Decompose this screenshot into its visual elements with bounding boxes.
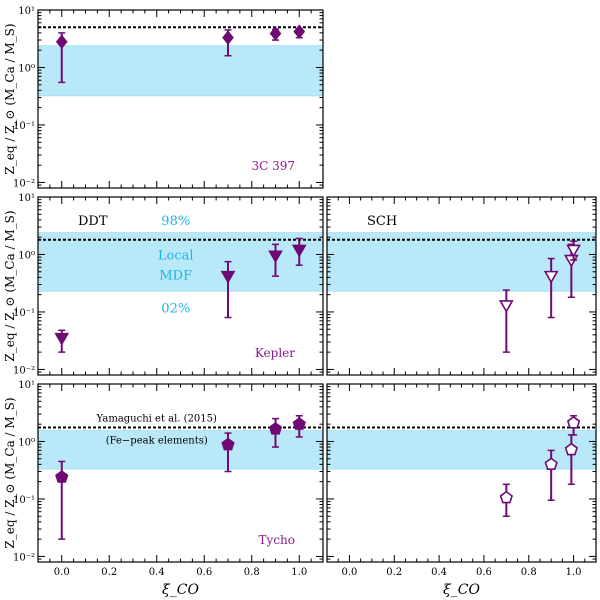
y-tick-label: 10⁻¹ xyxy=(13,495,35,506)
x-axis-label: ξ_CO xyxy=(162,582,199,598)
data-point xyxy=(269,26,282,41)
y-tick-label: 10⁰ xyxy=(18,250,35,261)
annotation: 98% xyxy=(161,214,190,229)
data-point xyxy=(55,34,68,50)
data-point xyxy=(268,421,283,435)
annotation: Yamaguchi et al. (2015) xyxy=(96,414,217,425)
y-tick-label: 10⁻² xyxy=(13,552,35,563)
data-point xyxy=(55,470,69,483)
y-tick-label: 10⁻¹ xyxy=(13,121,35,132)
y-tick-label: 10¹ xyxy=(18,6,35,17)
annotation: MDF xyxy=(159,268,192,283)
panel-kepler-sch: SCH xyxy=(326,196,597,376)
data-point xyxy=(268,250,283,264)
data-point xyxy=(498,300,514,314)
annotation: DDT xyxy=(78,214,108,229)
plot-frame xyxy=(326,383,597,563)
data-point xyxy=(54,332,70,346)
y-tick-label: 10⁰ xyxy=(18,63,35,74)
annotation: 02% xyxy=(161,301,190,316)
annotation: (Fe−peak elements) xyxy=(106,436,208,447)
data-point xyxy=(499,490,513,504)
y-tick-label: 10¹ xyxy=(18,193,35,204)
x-tick-label: 0.6 xyxy=(196,567,212,578)
x-tick-label: 1.0 xyxy=(566,567,582,578)
x-tick-label: 0.8 xyxy=(521,567,537,578)
annotation: SCH xyxy=(367,214,397,229)
x-axis-label: ξ_CO xyxy=(443,582,480,598)
data-point xyxy=(564,442,578,456)
x-tick-label: 0.2 xyxy=(101,567,117,578)
band-region xyxy=(327,232,596,292)
y-tick-label: 10¹ xyxy=(18,380,35,391)
y-tick-label: 10⁻² xyxy=(13,365,35,376)
data-point xyxy=(292,417,306,430)
y-tick-label: 10⁻¹ xyxy=(13,308,35,319)
x-tick-label: 0.0 xyxy=(341,567,357,578)
x-tick-label: 0.8 xyxy=(244,567,260,578)
data-point xyxy=(222,30,234,45)
x-tick-label: 1.0 xyxy=(291,567,307,578)
panel-tycho-sch: 0.0 0.2 0.4 0.6 0.8 1.0 ξ_CO xyxy=(326,383,597,598)
x-tick-label: 0.4 xyxy=(149,567,165,578)
data-point xyxy=(291,244,307,258)
annotation: Kepler xyxy=(255,346,295,360)
data-point xyxy=(293,24,306,39)
x-tick-label: 0.4 xyxy=(431,567,447,578)
y-axis-label: Z_eq / Z_⊙ (M_Ca / M_S) xyxy=(3,210,17,361)
data-point xyxy=(566,415,581,429)
y-tick-label: 10⁻² xyxy=(13,178,35,189)
x-tick-label: 0.0 xyxy=(54,567,70,578)
y-axis-label: Z_eq / Z_⊙ (M_Ca / M_S) xyxy=(3,397,17,548)
band-region xyxy=(38,45,323,97)
y-tick-label: 10⁰ xyxy=(18,437,35,448)
x-tick-label: 0.6 xyxy=(476,567,492,578)
annotation: Local xyxy=(158,248,194,263)
annotation: Tycho xyxy=(259,533,295,547)
data-point xyxy=(543,270,559,284)
data-point xyxy=(544,457,558,471)
annotation: 3C 397 xyxy=(251,159,295,173)
x-tick-label: 0.2 xyxy=(386,567,402,578)
y-axis-label: Z_eq / Z_⊙ (M_Ca / M_S) xyxy=(3,23,17,174)
data-point xyxy=(566,244,581,258)
data-point xyxy=(221,437,235,451)
data-point xyxy=(220,270,236,284)
